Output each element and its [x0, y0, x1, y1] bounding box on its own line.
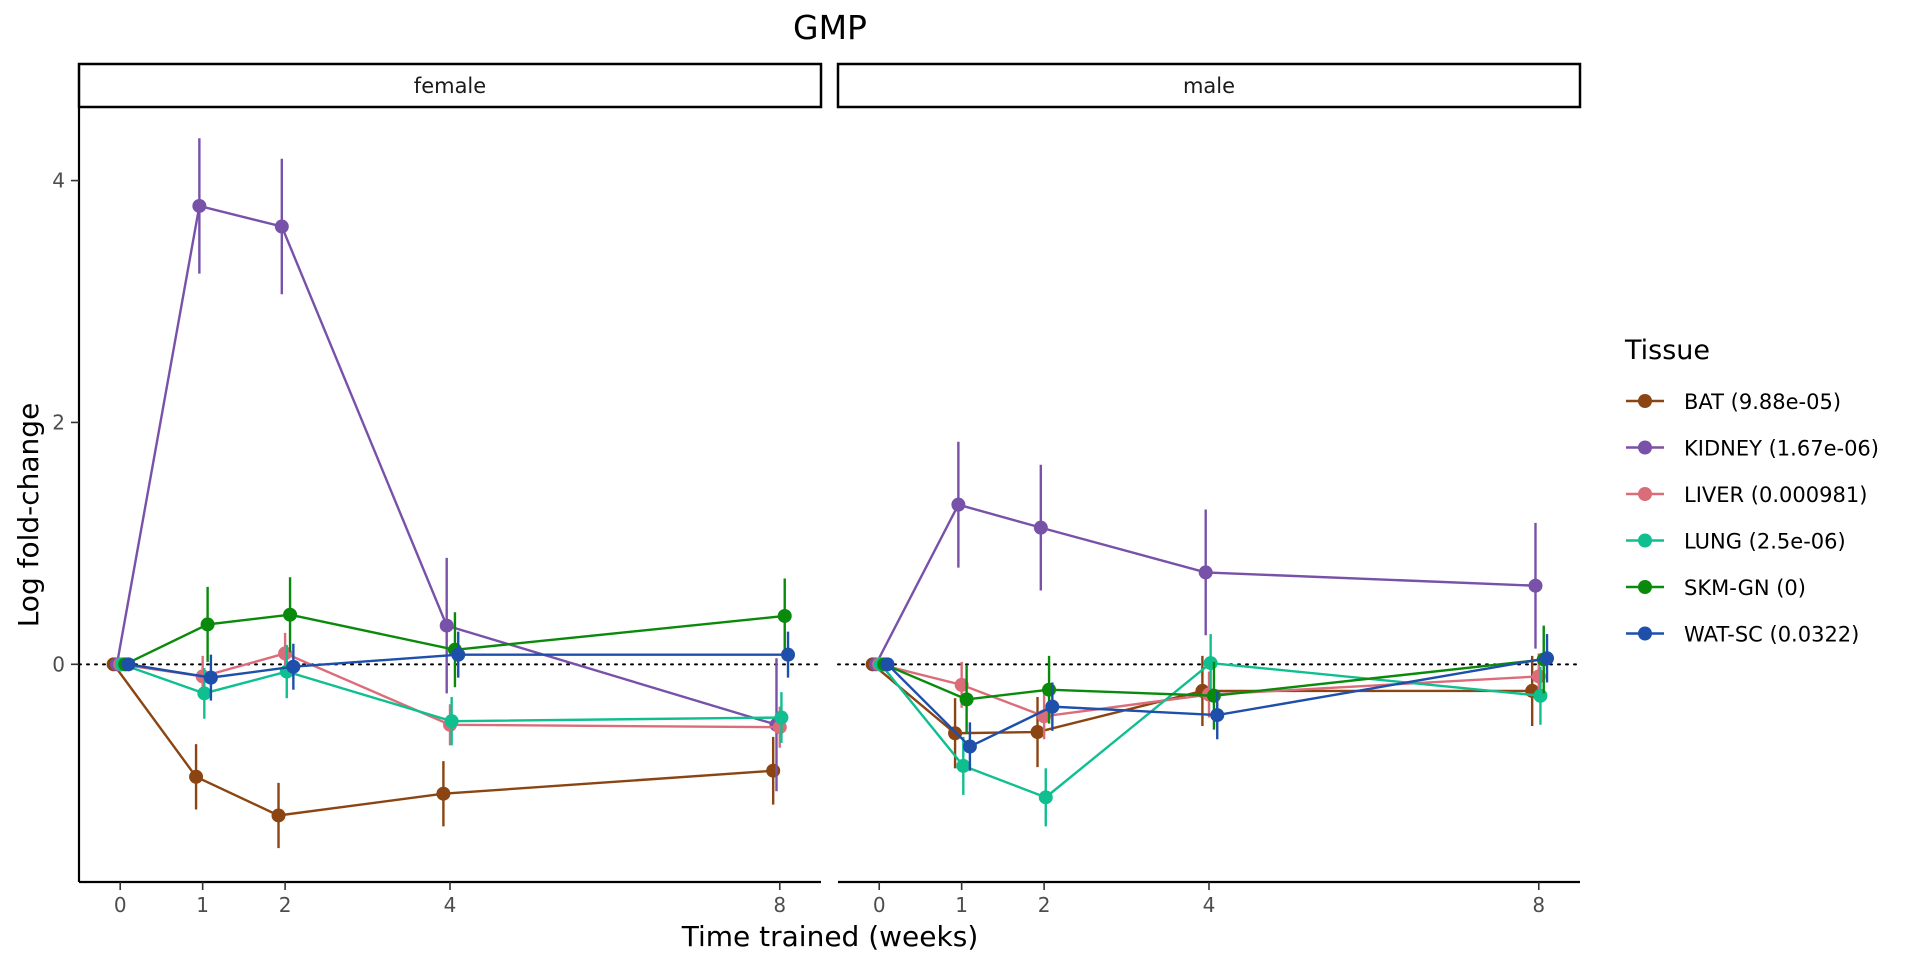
legend-item: SKM-GN (0) [1626, 576, 1806, 600]
y-axis: 0 2 4 [52, 169, 79, 676]
x-axis-title: Time trained (weeks) [681, 920, 979, 953]
legend-key-point [1638, 394, 1652, 408]
data-point [451, 647, 466, 662]
data-point [436, 786, 451, 801]
data-point [959, 692, 974, 707]
data-point [954, 677, 969, 692]
data-point [781, 647, 796, 662]
facet-strip-female [77, 62, 823, 109]
facet-strip-male [836, 62, 1582, 109]
data-point [189, 769, 204, 784]
data-point [286, 659, 301, 674]
legend-label: LUNG (2.5e-06) [1684, 530, 1846, 554]
x-tick-label-male: 2 [1038, 893, 1051, 917]
data-point [766, 763, 781, 778]
legend-label: LIVER (0.000981) [1684, 483, 1867, 507]
legend-key-point [1638, 580, 1652, 594]
legend-item: LUNG (2.5e-06) [1626, 530, 1846, 554]
series-male-1 [868, 441, 1543, 672]
data-point [1045, 699, 1060, 714]
legend-label: KIDNEY (1.67e-06) [1684, 437, 1879, 461]
x-tick-label-female: 1 [196, 893, 209, 917]
data-point [192, 198, 207, 213]
data-point [777, 608, 792, 623]
data-point [1038, 790, 1053, 805]
data-point [1533, 688, 1548, 703]
data-point [203, 670, 218, 685]
data-point [1203, 656, 1218, 671]
data-point [278, 646, 293, 661]
x-tick-label-male: 0 [873, 893, 886, 917]
y-axis-title: Log fold-change [12, 403, 45, 628]
data-point [1033, 520, 1048, 535]
data-point [774, 710, 789, 725]
legend-label: BAT (9.88e-05) [1684, 390, 1841, 414]
data-point [956, 758, 971, 773]
data-point [121, 657, 136, 672]
data-point [962, 739, 977, 754]
legend-item: KIDNEY (1.67e-06) [1626, 437, 1879, 461]
data-point [283, 607, 298, 622]
series-female-5 [121, 631, 796, 701]
x-tick-label-male: 4 [1203, 893, 1216, 917]
legend: BAT (9.88e-05) KIDNEY (1.67e-06) LIVER (0.… [1626, 390, 1879, 647]
y-tick-label: 2 [52, 410, 65, 434]
data-point [1540, 651, 1555, 666]
legend-label: WAT-SC (0.0322) [1684, 623, 1859, 647]
chart-title: GMP [793, 8, 867, 47]
x-tick-label-male: 1 [955, 893, 968, 917]
data-point [1528, 578, 1543, 593]
data-point [197, 686, 212, 701]
data-point [1206, 688, 1221, 703]
legend-key-point [1638, 626, 1652, 641]
data-point [951, 497, 966, 512]
legend-title: Tissue [1624, 335, 1710, 366]
legend-item: LIVER (0.000981) [1626, 483, 1867, 507]
data-point [444, 714, 459, 729]
data-point [274, 219, 289, 234]
legend-key-point [1638, 533, 1652, 548]
y-tick-label: 0 [52, 652, 65, 676]
x-tick-label-female: 0 [114, 893, 127, 917]
facet-label-male: male [1183, 74, 1235, 98]
series-male-3 [873, 634, 1548, 827]
legend-key-point [1638, 440, 1652, 455]
data-point [439, 618, 454, 633]
data-point [1210, 708, 1225, 723]
data-point [271, 808, 286, 823]
x-tick-label-female: 2 [279, 893, 292, 917]
data-point [200, 617, 215, 632]
data-point [1042, 682, 1057, 697]
panel-male: 0 1 2 4 8 [837, 441, 1581, 917]
data-point [880, 657, 895, 672]
series-female-3 [114, 644, 789, 746]
series-female-0 [106, 657, 781, 849]
y-tick-label: 4 [52, 169, 65, 193]
facet-label-female: female [414, 74, 486, 98]
series-male-5 [880, 634, 1555, 771]
panel-female: 0 1 2 4 8 [77, 108, 822, 917]
data-point [1198, 565, 1213, 580]
x-tick-label-female: 4 [444, 893, 457, 917]
legend-label: SKM-GN (0) [1684, 576, 1806, 600]
x-tick-label-female: 8 [773, 893, 786, 917]
data-point [1531, 669, 1546, 684]
x-tick-label-male: 8 [1532, 893, 1545, 917]
legend-item: BAT (9.88e-05) [1626, 390, 1841, 414]
legend-key-point [1638, 487, 1652, 501]
data-point [1030, 725, 1045, 740]
legend-item: WAT-SC (0.0322) [1626, 623, 1859, 647]
